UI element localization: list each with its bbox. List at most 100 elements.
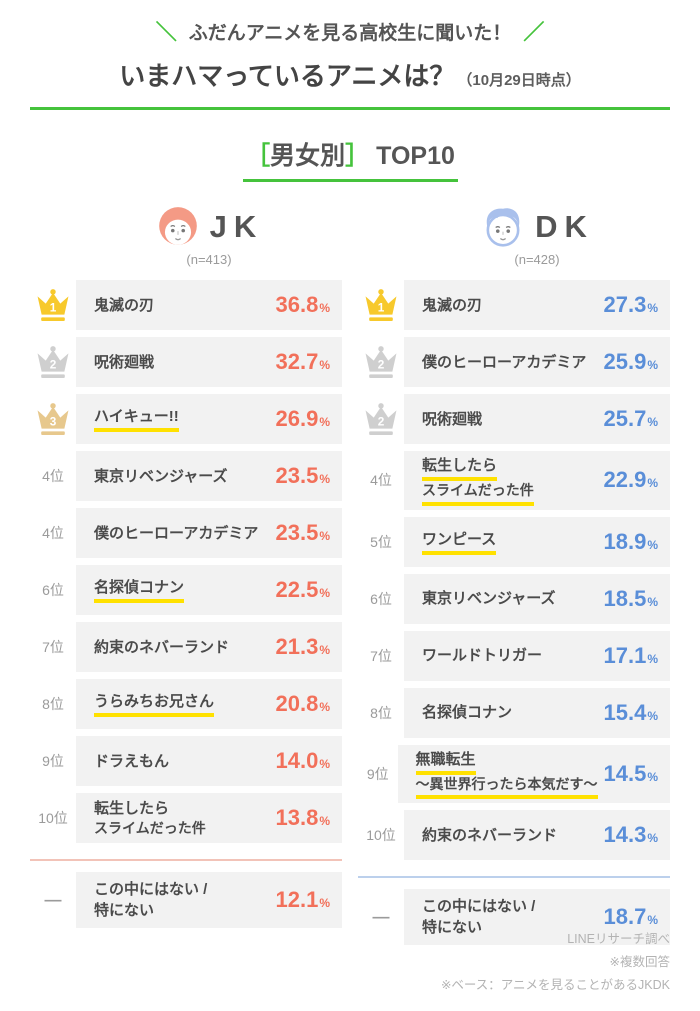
row-band: 僕のヒーローアカデミア 25.9% (404, 337, 670, 387)
anime-title-group: 無職転生 〜異世界行ったら本気だす〜 (415, 749, 598, 800)
percent: 20.8% (276, 691, 331, 717)
row-band: 呪術廻戦 32.7% (76, 337, 342, 387)
percent-value: 36.8 (275, 292, 319, 317)
rank-cell: 10位 (30, 793, 76, 843)
rank-cell: — (30, 872, 76, 928)
none-title-line2: 特にない (94, 902, 155, 919)
row-band: 約束のネバーランド 14.3% (404, 810, 670, 861)
ranking-row: 6位 東京リベンジャーズ 18.5% (358, 573, 670, 624)
percent-unit: % (319, 643, 330, 657)
anime-title-group: 転生したら スライムだった件 (422, 455, 598, 506)
rank-cell: 6位 (30, 565, 76, 615)
rank-cell: 6位 (358, 574, 404, 624)
percent-value: 18.5 (603, 585, 647, 611)
percent-unit: % (647, 301, 658, 315)
ranking-row: 3 ハイキュー!! 26.9% (30, 394, 342, 444)
row-band: 無職転生 〜異世界行ったら本気だす〜 14.5% (397, 744, 670, 804)
anime-title: 約束のネバーランド (94, 638, 230, 656)
bracket-open: ［ (245, 142, 271, 170)
rank-cell: 1 (358, 280, 404, 330)
crown-icon: 1 (365, 288, 397, 321)
row-band: 東京リベンジャーズ 23.5% (76, 451, 342, 501)
rank-label: 6位 (370, 590, 392, 607)
crown-icon: 2 (365, 345, 397, 378)
percent-unit: % (319, 586, 330, 600)
anime-title: 転生したら (94, 799, 170, 817)
ranking-row: 4位 僕のヒーローアカデミア 23.5% (30, 508, 342, 558)
column-jk: JK (n=413) 1 鬼滅の刃 36.8% (30, 204, 342, 945)
percent-value: 12.1 (275, 887, 319, 912)
row-band: ハイキュー!! 26.9% (76, 394, 342, 444)
percent-unit: % (647, 537, 658, 552)
ranking-row: 8位 名探偵コナン 15.4% (358, 687, 670, 738)
ranking-row: 7位 ワールドトリガー 17.1% (358, 630, 670, 681)
none-row-dk: — この中にはない / 特にない 18.7% (358, 889, 670, 946)
page-title: いまハマっているアニメは？ （10月29日時点） (0, 56, 700, 93)
anime-title-group: 東京リベンジャーズ (94, 466, 270, 487)
percent: 22.9% (604, 467, 659, 493)
percent-unit: % (319, 529, 330, 543)
percent-value: 14.3 (603, 822, 647, 848)
anime-title-group: 約束のネバーランド (422, 825, 598, 846)
rank-cell: 10位 (358, 810, 404, 860)
ranking-columns: JK (n=413) 1 鬼滅の刃 36.8% (0, 204, 700, 946)
ranking-rows-jk: 1 鬼滅の刃 36.8% 2 呪術廻戦 (30, 280, 342, 843)
column-separator-jk (30, 859, 342, 861)
anime-title-group: ハイキュー!! (94, 406, 270, 432)
svg-text:1: 1 (378, 300, 385, 314)
row-band: 鬼滅の刃 36.8% (76, 280, 342, 330)
anime-title-group: うらみちお兄さん (94, 691, 270, 717)
svg-text:2: 2 (50, 357, 57, 371)
section-label: ［男女別］ TOP10 (0, 136, 700, 182)
divider-rule (30, 107, 670, 110)
rank-label: 9位 (42, 753, 64, 769)
anime-title-group: 名探偵コナン (422, 702, 598, 723)
percent: 36.8% (276, 292, 331, 318)
percent-unit: % (647, 594, 658, 609)
dash-label: — (372, 907, 390, 927)
anime-title: 転生したら (422, 455, 498, 481)
none-title: この中にはない / (94, 881, 208, 898)
percent-unit: % (647, 651, 658, 666)
row-band: ドラえもん 14.0% (76, 736, 342, 786)
ranking-row: 1 鬼滅の刃 36.8% (30, 280, 342, 330)
percent-value: 25.9 (603, 349, 647, 374)
percent-value: 18.9 (603, 528, 647, 554)
crown-icon: 1 (37, 288, 69, 321)
rank-cell: — (358, 889, 404, 945)
percent-value: 17.1 (603, 642, 647, 668)
percent: 18.5% (604, 586, 659, 612)
ranking-row: 6位 名探偵コナン 22.5% (30, 565, 342, 615)
percent-unit: % (319, 896, 330, 910)
rank-label: 5位 (370, 533, 392, 550)
ranking-row: 2 呪術廻戦 32.7% (30, 337, 342, 387)
percent-unit: % (647, 358, 658, 372)
percent-value: 27.3 (603, 292, 647, 317)
anime-title-group: 鬼滅の刃 (94, 295, 270, 316)
percent-unit: % (319, 700, 330, 714)
percent-value: 18.7 (603, 904, 647, 930)
rank-cell: 4位 (30, 508, 76, 558)
svg-text:1: 1 (50, 300, 57, 314)
jk-header: JK (76, 204, 342, 250)
bracket-close: ］ (345, 142, 371, 170)
percent: 25.7% (604, 406, 659, 432)
rank-label: 9位 (366, 765, 389, 782)
anime-title: ワールドトリガー (422, 647, 543, 665)
ranking-row: 4位 転生したら スライムだった件 22.9% (358, 451, 670, 510)
ranking-row: 9位 ドラえもん 14.0% (30, 736, 342, 786)
percent-value: 32.7 (275, 349, 319, 374)
percent-unit: % (319, 757, 330, 771)
percent-unit: % (319, 415, 330, 429)
anime-title: 東京リベンジャーズ (94, 467, 228, 485)
percent: 12.1% (276, 887, 331, 913)
percent: 14.0% (276, 748, 331, 774)
percent-unit: % (319, 301, 330, 315)
percent-value: 25.7 (603, 406, 647, 431)
percent-value: 22.9 (603, 467, 647, 493)
row-band: 名探偵コナン 15.4% (404, 687, 670, 738)
section-category: 男女別 (270, 142, 346, 170)
percent: 23.5% (276, 520, 331, 546)
percent-unit: % (647, 415, 658, 429)
